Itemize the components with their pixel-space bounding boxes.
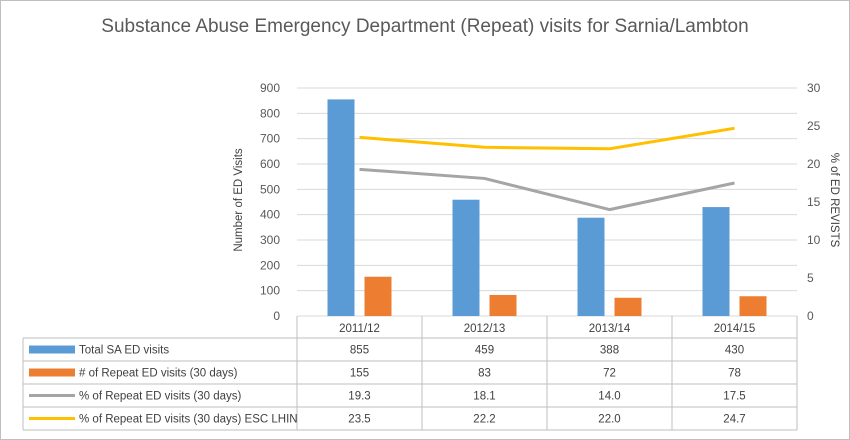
left-tick-label: 0	[273, 309, 280, 323]
left-tick-label: 100	[260, 284, 280, 298]
legend-key	[29, 345, 75, 354]
table-cell: 83	[478, 368, 491, 380]
lines	[359, 126, 735, 212]
table-cell: 430	[725, 345, 744, 357]
right-tick-label: 30	[807, 81, 821, 95]
table-cell: 155	[350, 368, 369, 380]
category-label: 2014/15	[714, 323, 756, 335]
right-tick-label: 0	[807, 309, 814, 323]
bar-repeat-ed-visits	[364, 276, 392, 316]
left-tick-label: 200	[260, 258, 280, 272]
bars	[327, 99, 767, 317]
bar-repeat-ed-visits	[489, 294, 517, 316]
left-tick-label: 300	[260, 233, 280, 247]
bar-total-sa-ed-visits	[577, 217, 605, 316]
right-tick-label: 25	[807, 119, 821, 133]
left-tick-label: 800	[260, 106, 280, 120]
table-cell: 14.0	[598, 391, 620, 403]
table-cell: 459	[475, 345, 494, 357]
bar-total-sa-ed-visits	[452, 199, 480, 316]
line-pct-repeat-esc-lhin	[359, 126, 735, 151]
category-label: 2013/14	[589, 323, 631, 335]
series-name: % of Repeat ED visits (30 days) ESC LHIN	[79, 414, 298, 426]
table-cell: 17.5	[723, 391, 745, 403]
right-tick-label: 10	[807, 233, 821, 247]
category-label: 2011/12	[339, 323, 380, 335]
table-cell: 23.5	[348, 414, 370, 426]
table-cell: 22.2	[473, 414, 495, 426]
left-tick-label: 600	[260, 157, 280, 171]
right-axis-ticks: 0 5 10 15 20 25 30	[807, 81, 821, 323]
chart-title: Substance Abuse Emergency Department (Re…	[101, 16, 749, 37]
data-table: 2011/12 2012/13 2013/14 2014/15 Total SA ED …	[22, 316, 798, 431]
table-cell: 24.7	[723, 414, 745, 426]
table-cell: 388	[600, 345, 619, 357]
left-tick-label: 400	[260, 208, 280, 222]
category-label: 2012/13	[464, 323, 506, 335]
right-tick-label: 15	[807, 195, 821, 209]
line-pct-repeat	[359, 167, 735, 212]
left-tick-label: 900	[260, 81, 280, 95]
right-axis-title: % of ED REVISTS	[828, 153, 840, 248]
right-tick-label: 20	[807, 157, 821, 171]
bar-total-sa-ed-visits	[327, 99, 355, 317]
table-cell: 855	[350, 345, 369, 357]
left-axis-ticks: 0 100 200 300 400 500 600 700 800 900	[260, 81, 280, 323]
table-cell: 22.0	[598, 414, 620, 426]
series-name: # of Repeat ED visits (30 days)	[79, 368, 238, 380]
series-name: % of Repeat ED visits (30 days)	[79, 391, 242, 403]
left-axis-title: Number of ED Visits	[233, 148, 245, 252]
bar-repeat-ed-visits	[614, 297, 642, 316]
left-tick-label: 500	[260, 182, 280, 196]
right-tick-label: 5	[807, 271, 814, 285]
bar-total-sa-ed-visits	[702, 207, 730, 316]
series-name: Total SA ED visits	[79, 345, 169, 357]
table-cell: 72	[603, 368, 616, 380]
table-cell: 19.3	[348, 391, 370, 403]
legend-key	[29, 368, 75, 377]
table-cell: 18.1	[473, 391, 495, 403]
bar-repeat-ed-visits	[739, 296, 767, 316]
table-cell: 78	[728, 368, 741, 380]
left-tick-label: 700	[260, 132, 280, 146]
